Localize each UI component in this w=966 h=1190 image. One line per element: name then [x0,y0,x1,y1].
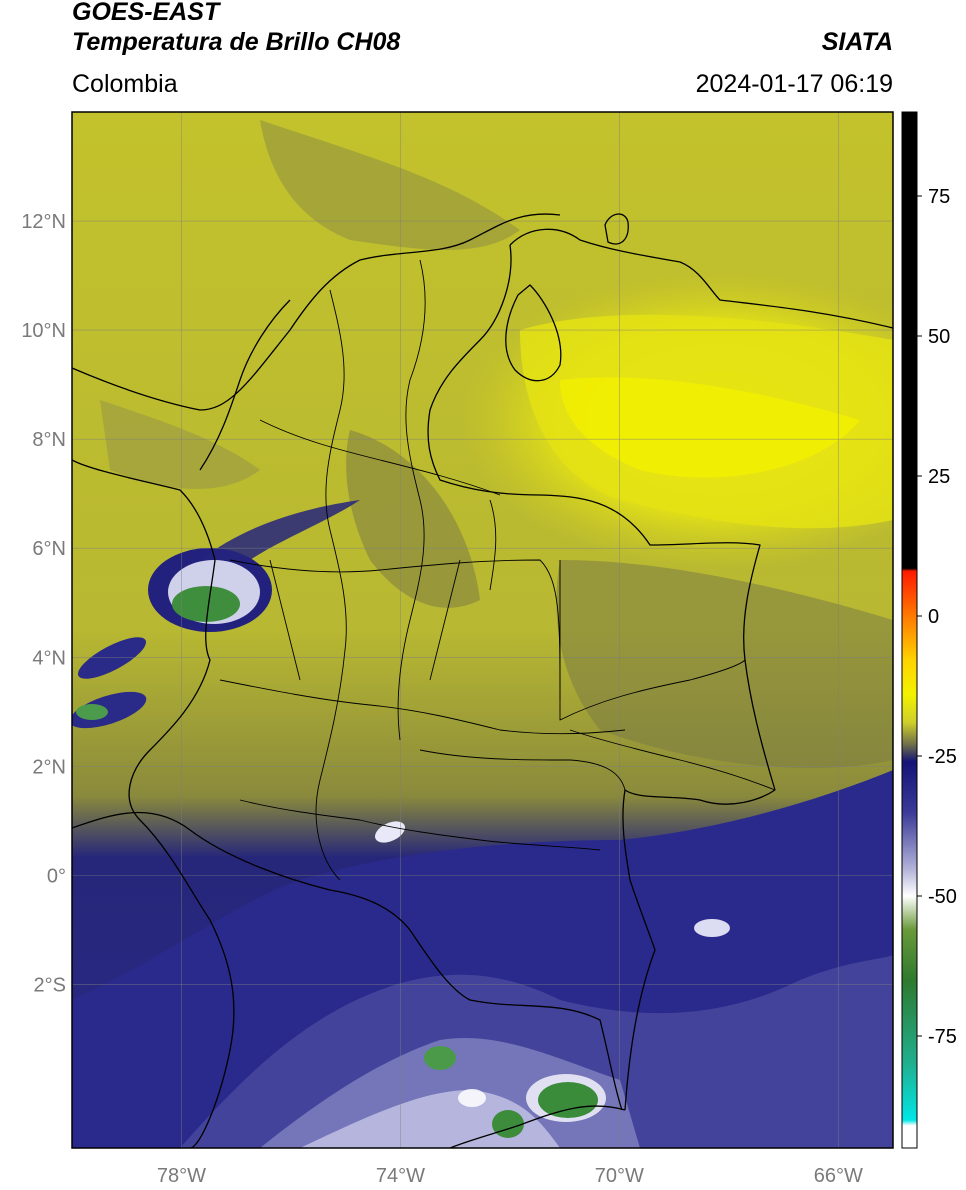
colorbar-tick-label: 25 [928,466,950,488]
brightness-temperature-field [72,112,893,1148]
internal-departments-7 [239,799,601,851]
internal-departments-6 [419,749,626,791]
colorbar-tick-label: 0 [928,606,939,628]
agency-label: SIATA [821,28,893,56]
map-frame [71,111,894,1149]
brazil-border [622,789,776,1111]
internal-departments-8 [559,560,746,721]
colorbar: 75 50 25 0 -25 -50 -75 [901,111,957,1149]
paraguana [604,213,629,245]
lon-tick-label: 66°W [814,1165,863,1187]
lat-tick-label: 4°N [32,647,66,669]
timestamp-label: 2024-01-17 06:19 [695,70,893,98]
colorbar-tick-label: 75 [928,186,950,208]
internal-departments-9 [569,729,776,791]
longitude-tick-labels: 78°W 74°W 70°W 66°W [157,1165,863,1187]
colorbar-gradient [902,112,917,1148]
caribbean-coastline [72,213,561,411]
panama-border [199,299,291,471]
pacific-coastline [72,459,235,1148]
colorbar-tick-label: -50 [928,886,957,908]
peru-border [449,1105,626,1148]
colorbar-ticks: 75 50 25 0 -25 -50 -75 [917,186,957,1048]
venezuela-border [427,244,776,791]
colorbar-tick-label: -75 [928,1026,957,1048]
lat-tick-label: 2°N [32,756,66,778]
lat-tick-label: 12°N [21,211,66,233]
colorbar-frame [901,111,918,1149]
lon-tick-label: 70°W [595,1165,644,1187]
latitude-tick-labels: 12°N 10°N 8°N 6°N 4°N 2°N 0° 2°S [21,211,66,996]
lat-tick-label: 0° [47,865,66,887]
ecuador-border [72,811,623,1111]
product-title: Temperatura de Brillo CH08 [72,28,401,56]
internal-departments-3 [259,419,501,496]
lat-tick-label: 6°N [32,538,66,560]
internal-departments-4 [229,559,561,701]
lat-tick-label: 10°N [21,320,66,342]
lon-tick-label: 74°W [376,1165,425,1187]
political-boundaries [72,213,893,1148]
gridlines [72,112,893,1148]
region-label: Colombia [72,70,178,98]
lon-tick-label: 78°W [157,1165,206,1187]
internal-departments-1 [315,289,347,881]
guajira-peninsula [509,228,893,329]
internal-departments-5 [219,679,626,735]
internal-departments-2 [397,259,426,741]
lake-maracaibo [505,284,562,382]
colorbar-tick-label: -25 [928,746,957,768]
internal-departments-10 [269,499,497,681]
colorbar-tick-label: 50 [928,326,950,348]
satellite-title: GOES-EAST [72,0,220,26]
lat-tick-label: 8°N [32,429,66,451]
lat-tick-label: 2°S [34,974,66,996]
